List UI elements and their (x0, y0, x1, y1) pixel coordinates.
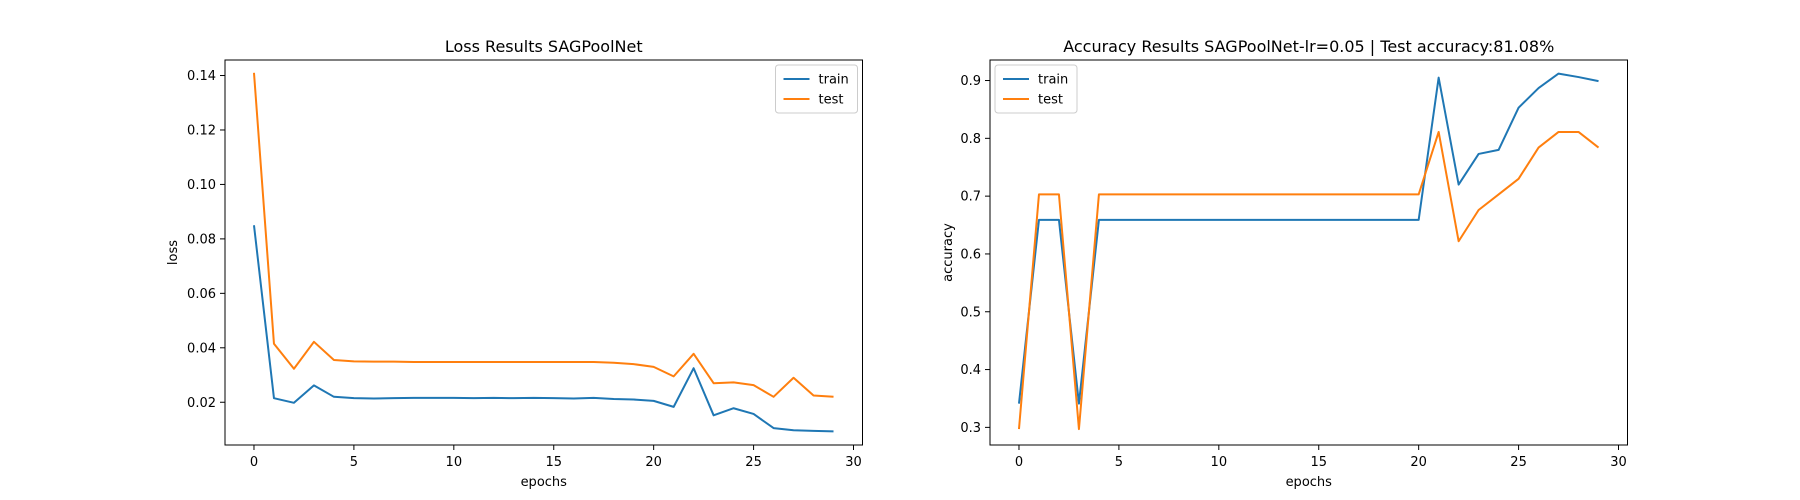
legend-box (775, 64, 858, 114)
x-tick-label: 15 (545, 455, 562, 470)
x-tick-label: 10 (446, 455, 463, 470)
axes-frame (224, 59, 863, 446)
y-tick-label: 0.5 (960, 305, 981, 320)
x-axis-label: epochs (1286, 475, 1333, 490)
x-tick-label: 0 (1015, 455, 1023, 470)
series-line-train (1017, 72, 1599, 405)
chart-panel-2: Accuracy Results SAGPoolNet-lr=0.05 | Te… (941, 37, 1628, 490)
x-axis-label: epochs (521, 475, 568, 490)
series-line-test (1017, 130, 1600, 431)
y-tick-label: 0.14 (187, 69, 216, 84)
legend-label-train: train (1038, 73, 1068, 88)
x-tick-label: 15 (1310, 455, 1327, 470)
legend-label-train: train (819, 73, 849, 88)
y-tick-label: 0.7 (960, 190, 981, 205)
chart-title: Accuracy Results SAGPoolNet-lr=0.05 | Te… (1063, 37, 1554, 56)
legend-label-test: test (819, 93, 844, 108)
x-tick-label: 10 (1211, 455, 1228, 470)
legend-box (994, 64, 1078, 114)
x-tick-label: 20 (1410, 455, 1427, 470)
y-tick-label: 0.08 (187, 232, 216, 247)
x-tick-label: 5 (1115, 455, 1123, 470)
y-axis-label: loss (166, 240, 181, 265)
series-line-train (252, 225, 834, 433)
y-axis-label: accuracy (941, 223, 956, 282)
x-tick-label: 25 (745, 455, 762, 470)
y-tick-label: 0.6 (960, 247, 981, 262)
y-tick-label: 0.9 (960, 74, 981, 89)
x-tick-label: 20 (645, 455, 662, 470)
x-tick-label: 25 (1510, 455, 1527, 470)
chart-panel-1: Loss Results SAGPoolNet 0 5 10 15 20 25 30 0.02 0… (166, 37, 863, 490)
y-tick-label: 0.8 (960, 132, 981, 147)
y-tick-label: 0.06 (187, 287, 216, 302)
legend-label-test: test (1038, 93, 1063, 108)
chart-title: Loss Results SAGPoolNet (445, 37, 643, 56)
x-tick-label: 5 (350, 455, 358, 470)
y-tick-label: 0.3 (960, 421, 981, 436)
x-tick-label: 30 (1610, 455, 1627, 470)
legend: train test (775, 64, 858, 114)
y-tick-label: 0.04 (187, 341, 216, 356)
axes-frame (989, 59, 1628, 446)
legend: train test (994, 64, 1078, 114)
series-line-test (252, 72, 834, 398)
y-tick-label: 0.02 (187, 396, 216, 411)
y-tick-label: 0.10 (187, 178, 216, 193)
y-tick-label: 0.12 (187, 123, 216, 138)
x-tick-label: 30 (845, 455, 862, 470)
x-tick-label: 0 (250, 455, 258, 470)
y-tick-label: 0.4 (960, 363, 981, 378)
